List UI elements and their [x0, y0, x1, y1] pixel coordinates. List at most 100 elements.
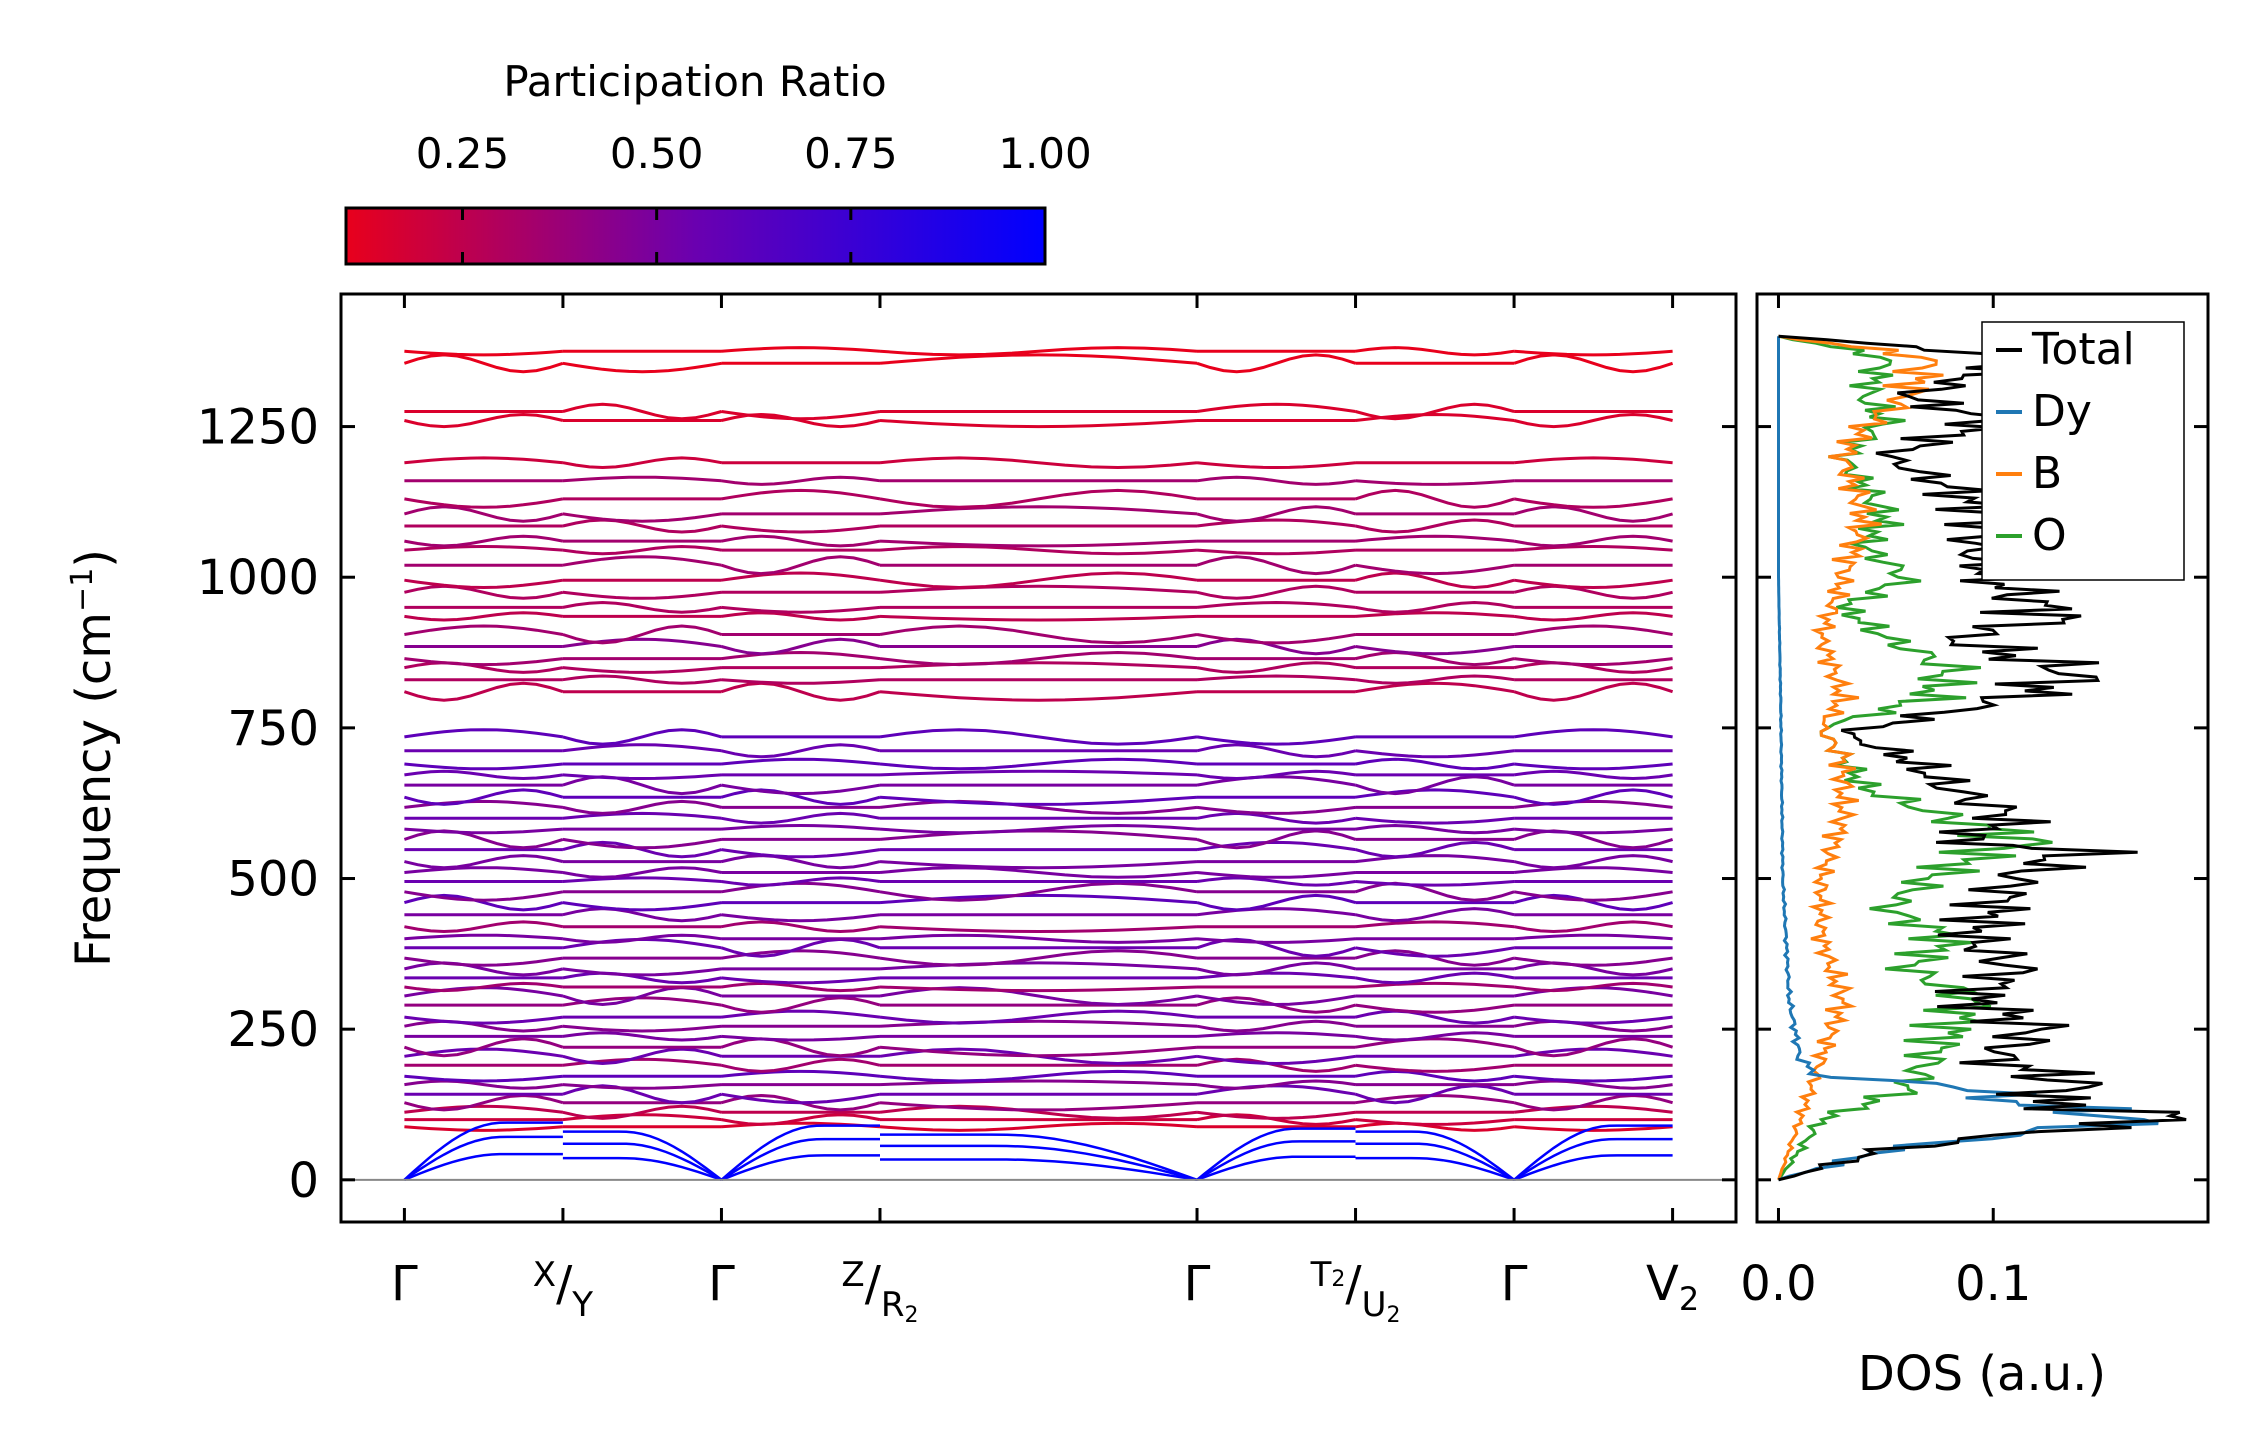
band-line	[562, 590, 722, 600]
band-line	[721, 976, 881, 985]
band-line	[879, 456, 1198, 470]
band-line	[1196, 735, 1356, 746]
band-line	[404, 611, 564, 622]
band-line	[404, 1019, 564, 1033]
band-line	[879, 795, 1198, 806]
band-line	[721, 1092, 881, 1105]
dispersion-frame	[339, 292, 1738, 1224]
band-line	[562, 743, 722, 753]
band-line	[404, 933, 564, 941]
band-line	[1513, 657, 1673, 667]
band-line	[1196, 353, 1356, 374]
band-line	[721, 783, 881, 796]
band-line	[562, 600, 722, 614]
band-line	[562, 799, 722, 815]
acoustic-branch	[403, 1135, 563, 1181]
band-line	[562, 1024, 722, 1033]
band-line	[404, 1125, 564, 1132]
band-line	[879, 544, 1198, 556]
band-line	[1513, 611, 1673, 622]
band-line	[404, 920, 564, 934]
dos-x-tick-label: 0.0	[1740, 1256, 1816, 1312]
dos-axis-ticks: 0.0 0.1	[1740, 294, 2208, 1312]
band-line	[721, 1037, 881, 1058]
band-line	[879, 961, 1198, 971]
band-line	[562, 866, 722, 879]
acoustic-branch	[1355, 1142, 1515, 1181]
band-line	[1196, 505, 1356, 523]
band-line	[562, 996, 722, 1007]
y-tick-label: 250	[227, 1002, 319, 1058]
band-line	[1355, 971, 1515, 985]
band-line	[721, 412, 881, 429]
band-line	[1355, 674, 1515, 685]
band-line	[404, 505, 564, 523]
band-line	[404, 624, 564, 636]
band-line	[1513, 353, 1674, 374]
band-line	[562, 811, 722, 820]
band-line	[1196, 811, 1356, 825]
acoustic-branch	[1513, 1137, 1673, 1181]
acoustic-branch	[880, 1144, 1198, 1182]
band-line	[404, 349, 564, 357]
band-line	[1196, 584, 1356, 600]
acoustic-branch	[403, 1121, 563, 1181]
y-axis-title-sup: −1	[65, 568, 100, 612]
band-line	[1513, 1037, 1674, 1058]
acoustic-branch	[1513, 1124, 1673, 1181]
x-tick-label: Z/R2	[841, 1255, 918, 1328]
band-line	[404, 762, 564, 771]
band-line	[1196, 548, 1356, 556]
band-line	[404, 497, 564, 509]
band-line	[562, 971, 722, 985]
band-line	[879, 866, 1198, 879]
band-line	[879, 1101, 1198, 1112]
band-line	[1513, 933, 1673, 941]
band-line	[1513, 544, 1673, 552]
band-line	[721, 637, 881, 656]
band-line	[1513, 534, 1673, 548]
band-line	[879, 757, 1198, 771]
colorbar: Participation Ratio 0.25 0.50 0.75 1.00	[344, 57, 1092, 266]
band-line	[879, 1009, 1198, 1025]
band-line	[1196, 600, 1356, 609]
acoustic-branch	[1196, 1155, 1356, 1181]
y-axis-title-text: Frequency (cm	[66, 612, 122, 967]
acoustic-branch	[721, 1154, 880, 1181]
band-line	[404, 981, 564, 993]
acoustic-branch	[720, 1124, 880, 1181]
band-line	[879, 823, 1198, 835]
band-line	[1355, 840, 1515, 859]
band-line	[1196, 937, 1356, 944]
band-line	[879, 346, 1198, 357]
band-line	[721, 757, 881, 766]
band-line	[1355, 402, 1515, 421]
band-line	[1355, 534, 1515, 543]
band-line	[721, 937, 881, 958]
band-line	[404, 661, 564, 674]
y-tick-label: 1250	[197, 400, 319, 456]
band-line	[1355, 775, 1515, 796]
acoustic-branch	[1355, 1130, 1515, 1181]
band-line	[721, 788, 881, 806]
band-line	[1355, 749, 1515, 759]
band-line	[721, 1057, 881, 1073]
band-line	[1196, 1019, 1356, 1033]
band-line	[1196, 871, 1356, 879]
band-line	[1513, 854, 1673, 870]
band-line	[1196, 876, 1356, 887]
acoustic-branch	[1513, 1154, 1673, 1181]
dos-panel: 0.0 0.1 DOS (a.u.) Total Dy BO	[1740, 292, 2210, 1402]
band-line	[1355, 823, 1515, 835]
band-line	[879, 933, 1198, 944]
band-line	[562, 674, 722, 685]
band-line	[1196, 637, 1356, 656]
acoustic-branch	[562, 1142, 723, 1181]
band-line	[404, 1047, 564, 1058]
colorbar-title: Participation Ratio	[503, 57, 886, 106]
band-line	[1196, 1054, 1356, 1066]
band-line	[721, 913, 881, 923]
band-line	[1196, 907, 1356, 917]
band-line	[879, 419, 1198, 429]
band-line	[1196, 475, 1356, 486]
